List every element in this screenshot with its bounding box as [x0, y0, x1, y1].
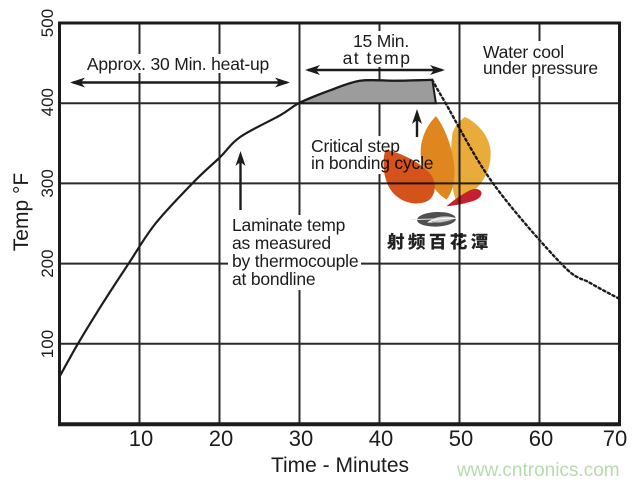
laminate-label-line4: at bondline [232, 269, 315, 289]
heatup-span-arrow [70, 77, 290, 88]
laminate-label-line1: Laminate temp [232, 215, 345, 235]
laminate-temp-arrow [235, 151, 246, 210]
watercool-label-line2: under pressure [483, 58, 598, 78]
shaded-hold-region [299, 78, 438, 105]
laminate-label-line2: as measured [232, 233, 331, 253]
flame-petal-right [450, 117, 491, 199]
attemp-label-line1: 15 Min. [353, 31, 409, 51]
critical-label-line1: Critical step [311, 136, 400, 156]
cooldown-curve [431, 78, 621, 301]
y-tick: 400 [38, 88, 57, 116]
cjk-char [429, 233, 446, 250]
flame-swoosh [446, 188, 482, 207]
cjk-char [408, 232, 426, 250]
x-tick: 70 [603, 426, 627, 451]
heatup-label: Approx. 30 Min. heat-up [87, 54, 269, 74]
watermark-cjk-text [387, 232, 488, 250]
attemp-span-arrow [305, 65, 445, 75]
y-axis-title: Temp °F [10, 173, 33, 251]
logo-watermark [383, 116, 491, 250]
website-watermark: www.cntronics.com [456, 460, 620, 481]
x-tick: 10 [129, 426, 153, 451]
x-tick: 30 [289, 426, 313, 451]
y-tick: 300 [38, 169, 57, 197]
flame-logo [383, 116, 491, 227]
x-axis-title: Time - Minutes [271, 454, 409, 477]
x-tick: 40 [369, 426, 393, 451]
laminate-label-line3: by thermocouple [232, 251, 358, 271]
x-tick-labels: 10 20 30 40 50 60 70 [129, 426, 627, 451]
x-tick: 60 [529, 426, 553, 451]
attemp-label-line2: at temp [343, 48, 412, 68]
annotation-arrows [70, 65, 445, 210]
disc-icon [410, 211, 457, 227]
y-tick-labels: 100 200 300 400 500 [38, 9, 57, 358]
y-tick: 200 [38, 249, 57, 277]
x-tick: 20 [209, 426, 233, 451]
critical-step-arrow [412, 109, 422, 137]
laminate-temp-curve [58, 78, 433, 378]
flame-petal-left [383, 149, 435, 204]
cjk-char [471, 233, 488, 250]
x-tick: 50 [449, 426, 473, 451]
watercool-label-line1: Water cool [483, 42, 564, 62]
grid-lines [59, 23, 620, 424]
cjk-char [387, 232, 405, 250]
y-tick: 100 [38, 330, 57, 358]
y-tick: 500 [38, 9, 57, 37]
cjk-char [450, 232, 468, 250]
